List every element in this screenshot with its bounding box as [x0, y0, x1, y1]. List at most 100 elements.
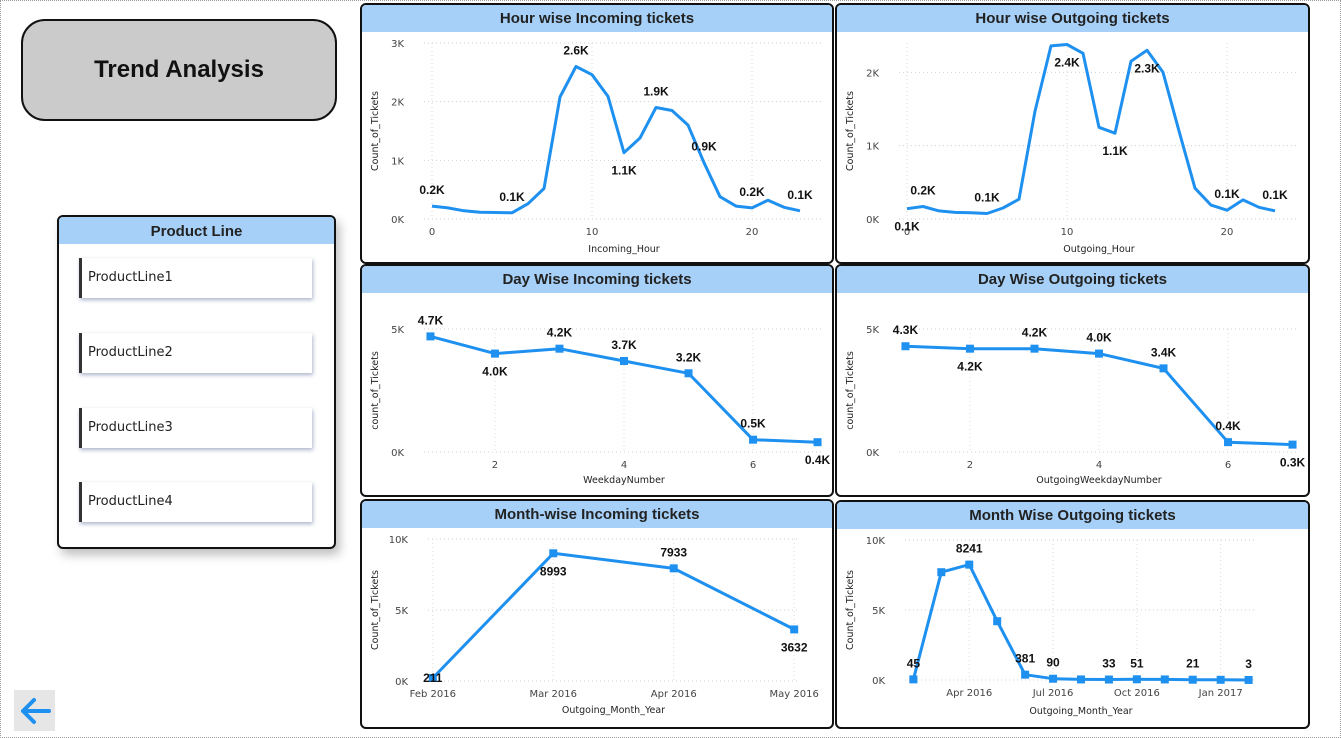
- data-label: 7933: [660, 545, 687, 559]
- x-tick-label: 2: [967, 460, 973, 471]
- series-line: [906, 43, 1276, 215]
- slicer-item-productline1[interactable]: ProductLine1: [79, 258, 312, 298]
- chart-plot: 0K 1K 2K 3K 0 10 20 Incoming_Hour Count_of_Ticke…: [370, 39, 824, 255]
- x-tick-label: Mar 2016: [530, 689, 578, 700]
- x-tick-label: Jul 2016: [1032, 688, 1074, 699]
- y-tick-label: 1K: [391, 156, 404, 167]
- series-line: [431, 65, 801, 215]
- data-label: 0.2K: [419, 183, 445, 197]
- data-point: [1224, 438, 1233, 447]
- x-tick-label: 10: [586, 227, 599, 238]
- data-label: 1.9K: [643, 85, 669, 99]
- data-label: 3.2K: [676, 350, 702, 364]
- series-line: [431, 551, 795, 680]
- chart-day-incoming: Day Wise Incoming tickets 0K 5K 2 4 6 Weekday…: [360, 264, 834, 497]
- y-tick-label: 5K: [872, 606, 885, 617]
- data-label: 51: [1130, 656, 1144, 670]
- data-label: 4.2K: [1022, 326, 1048, 340]
- chart-title: Month-wise Incoming tickets: [362, 501, 832, 528]
- data-label: 1.1K: [1102, 144, 1128, 158]
- y-axis-label: Count_of_Tickets: [370, 91, 381, 171]
- back-button[interactable]: [14, 690, 55, 731]
- data-label: 2.4K: [1054, 55, 1080, 69]
- x-tick-label: 4: [621, 460, 627, 471]
- chart-plot: 0K 5K 2 4 6 OutgoingWeekdayNumber count_of_Tic…: [845, 323, 1306, 486]
- y-tick-label: 0K: [391, 215, 404, 226]
- x-tick-label: 6: [750, 460, 756, 471]
- data-point: [1095, 349, 1103, 358]
- data-label: 1.1K: [611, 164, 637, 178]
- data-label: 90: [1046, 656, 1060, 670]
- data-point: [1077, 675, 1085, 684]
- data-label: 0.9K: [691, 140, 717, 154]
- x-tick-label: Jan 2017: [1198, 688, 1243, 699]
- x-axis-label: Outgoing_Hour: [1063, 244, 1134, 255]
- chart-hour-outgoing: Hour wise Outgoing tickets 0K 1K 2K 0 10 20 Ou…: [835, 3, 1310, 264]
- data-point: [965, 344, 974, 353]
- data-point: [1188, 675, 1197, 684]
- slicer-item-productline4[interactable]: ProductLine4: [79, 482, 312, 522]
- data-point: [1021, 670, 1030, 679]
- data-point: [426, 332, 435, 341]
- data-point: [937, 568, 946, 577]
- data-label: 2.6K: [563, 43, 589, 57]
- data-label: 8993: [540, 564, 567, 578]
- data-point: [1030, 344, 1039, 353]
- data-label: 33: [1102, 657, 1116, 671]
- data-point: [1049, 674, 1058, 683]
- chart-hour-incoming: Hour wise Incoming tickets 0K 1K 2K 3K 0 10 20…: [360, 3, 834, 264]
- y-tick-label: 0K: [866, 448, 879, 459]
- slicer-item-productline3[interactable]: ProductLine3: [79, 408, 312, 448]
- data-label: 4.7K: [418, 313, 444, 327]
- chart-title: Hour wise Incoming tickets: [362, 5, 832, 32]
- x-axis-label: Outgoing_Month_Year: [1029, 706, 1132, 717]
- data-label: 45: [907, 656, 921, 670]
- data-point: [1159, 364, 1168, 373]
- data-point: [790, 625, 799, 634]
- x-tick-label: Apr 2016: [946, 688, 992, 699]
- slicer-item-productline2[interactable]: ProductLine2: [79, 333, 312, 373]
- chart-title: Month Wise Outgoing tickets: [837, 502, 1308, 529]
- y-tick-label: 5K: [391, 325, 404, 336]
- data-point: [1132, 675, 1141, 684]
- data-label: 0.1K: [787, 188, 813, 202]
- data-point: [1288, 440, 1297, 449]
- x-tick-label: 20: [746, 227, 759, 238]
- data-point: [684, 369, 693, 378]
- data-label: 3632: [781, 640, 808, 654]
- product-line-slicer: Product Line ProductLine1 ProductLine2 P…: [57, 215, 336, 549]
- arrow-left-icon: [20, 697, 51, 724]
- data-label: 2.3K: [1134, 61, 1160, 75]
- y-axis-label: count_of_Tickets: [845, 351, 856, 430]
- data-point: [669, 564, 678, 573]
- chart-month-incoming: Month-wise Incoming tickets 0K 5K 10K Feb 2…: [360, 499, 834, 729]
- x-axis-label: WeekdayNumber: [583, 475, 665, 486]
- x-tick-label: 0: [904, 227, 910, 238]
- x-axis-label: Incoming_Hour: [588, 244, 660, 255]
- y-tick-label: 2K: [866, 68, 879, 79]
- chart-plot: 0K 1K 2K 0 10 20 Outgoing_Hour Count_of_Tickets…: [845, 43, 1299, 255]
- x-tick-label: May 2016: [770, 689, 819, 700]
- y-tick-label: 2K: [391, 98, 404, 109]
- chart-month-outgoing: Month Wise Outgoing tickets 0K 5K 10K Apr 2…: [835, 500, 1310, 729]
- slicer-title: Product Line: [59, 217, 334, 244]
- data-label: 0.4K: [1215, 419, 1241, 433]
- data-label: 0.2K: [739, 185, 765, 199]
- x-tick-label: 0: [429, 227, 435, 238]
- y-tick-label: 0K: [866, 215, 879, 226]
- data-point: [909, 675, 918, 684]
- y-axis-label: Count_of_Tickets: [370, 570, 381, 650]
- data-label: 4.2K: [547, 326, 573, 340]
- chart-plot: 0K 5K 10K Apr 2016 Jul 2016 Oct 2016 Jan 2017 O…: [845, 536, 1257, 717]
- data-point: [620, 356, 628, 365]
- y-tick-label: 0K: [391, 448, 404, 459]
- data-label: 4.0K: [482, 365, 508, 379]
- y-tick-label: 3K: [391, 39, 404, 50]
- x-tick-label: 2: [492, 460, 498, 471]
- data-label: 0.1K: [499, 190, 525, 204]
- data-point: [965, 560, 974, 569]
- data-point: [993, 617, 1002, 626]
- y-tick-label: 10K: [866, 536, 886, 547]
- data-label: 381: [1015, 652, 1035, 666]
- data-label: 4.3K: [893, 323, 919, 337]
